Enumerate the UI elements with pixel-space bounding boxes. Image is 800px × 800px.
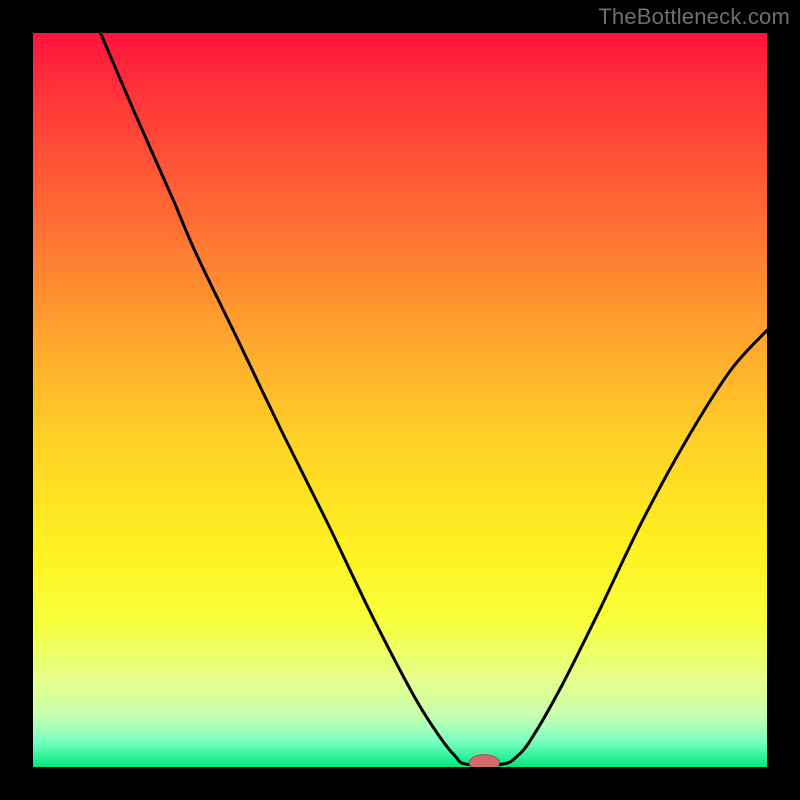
chart-container: TheBottleneck.com bbox=[0, 0, 800, 800]
chart-background bbox=[33, 33, 767, 767]
bottleneck-chart bbox=[0, 0, 800, 800]
watermark-text: TheBottleneck.com bbox=[598, 4, 790, 30]
